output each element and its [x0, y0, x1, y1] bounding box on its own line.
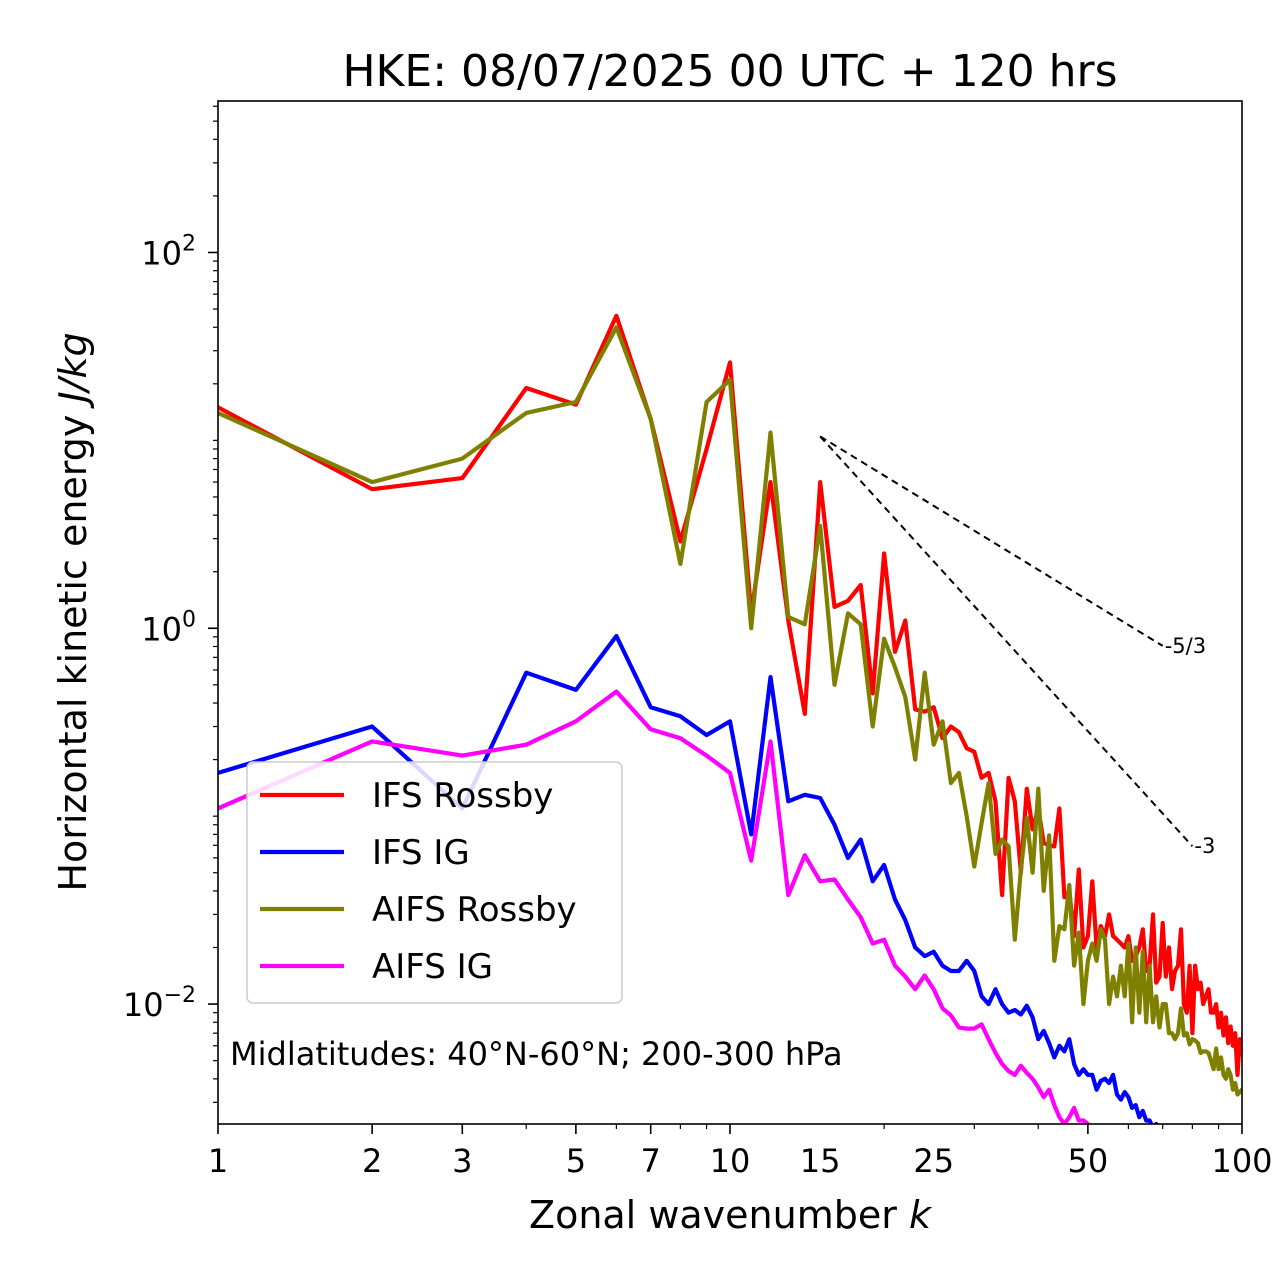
- legend-label-aifs-rossby: AIFS Rossby: [372, 890, 577, 930]
- legend-label-ifs-ig: IFS IG: [372, 833, 470, 873]
- y-axis-label: Horizontal kinetic energy J/kg: [51, 332, 95, 891]
- legend-label-aifs-ig: AIFS IG: [372, 947, 493, 987]
- x-tick-label: 15: [800, 1142, 841, 1180]
- x-tick-label: 1: [208, 1142, 228, 1180]
- x-tick-label: 10: [710, 1142, 751, 1180]
- reference-slope-label: -3: [1194, 834, 1215, 858]
- x-tick-label: 25: [913, 1142, 954, 1180]
- legend-label-ifs-rossby: IFS Rossby: [372, 776, 553, 816]
- chart-title: HKE: 08/07/2025 00 UTC + 120 hrs: [342, 46, 1117, 97]
- series-line-ifs-ig: [218, 633, 1159, 1124]
- reference-slope-layer: -5/3 -3: [819, 435, 1215, 858]
- x-axis-label: Zonal wavenumber k: [529, 1193, 933, 1237]
- series-layer: [218, 313, 1242, 1124]
- reference-slope-line: [819, 435, 1194, 847]
- series-line-ifs-rossby: [218, 313, 1242, 1078]
- legend-box: [246, 761, 623, 1004]
- x-tick-label: 7: [641, 1142, 661, 1180]
- x-tick-label: 50: [1068, 1142, 1109, 1180]
- series-line-aifs-ig: [218, 689, 1091, 1124]
- x-tick-label: 3: [452, 1142, 472, 1180]
- y-tick-label: 10−2: [123, 983, 196, 1024]
- region-annotation: Midlatitudes: 40°N-60°N; 200-300 hPa: [230, 1035, 843, 1073]
- y-axis-ticks: 102 100 10−2: [123, 105, 218, 1103]
- y-tick-label: 100: [141, 607, 196, 648]
- y-tick-label: 102: [141, 231, 196, 272]
- reference-slope-line: [819, 435, 1164, 647]
- x-axis-ticks: 1 2 3 5 7 10 15 25 50 100: [208, 1124, 1273, 1180]
- x-tick-label: 2: [362, 1142, 382, 1180]
- x-tick-label: 100: [1211, 1142, 1272, 1180]
- reference-slope-label: -5/3: [1165, 634, 1206, 658]
- series-line-aifs-rossby: [218, 325, 1242, 1097]
- legend: IFS Rossby IFS IG AIFS Rossby AIFS IG: [246, 761, 623, 1004]
- x-tick-label: 5: [566, 1142, 586, 1180]
